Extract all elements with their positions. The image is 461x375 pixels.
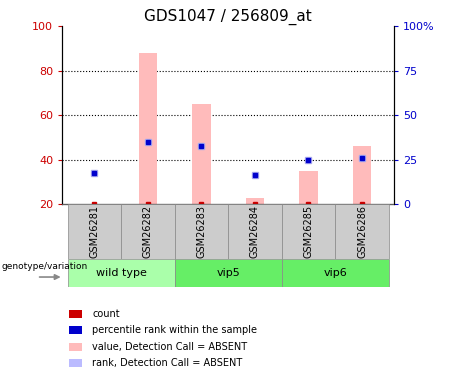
Bar <box>228 204 282 259</box>
Text: rank, Detection Call = ABSENT: rank, Detection Call = ABSENT <box>92 358 242 368</box>
Bar <box>138 53 157 204</box>
Bar <box>68 204 121 259</box>
Bar <box>282 204 335 259</box>
Bar <box>335 204 389 259</box>
Text: vip5: vip5 <box>216 268 240 278</box>
Bar <box>68 259 175 287</box>
Text: GSM26281: GSM26281 <box>89 205 100 258</box>
Text: GSM26284: GSM26284 <box>250 205 260 258</box>
Text: count: count <box>92 309 120 319</box>
Text: genotype/variation: genotype/variation <box>1 262 88 271</box>
Bar <box>282 259 389 287</box>
Text: GSM26285: GSM26285 <box>303 205 313 258</box>
Title: GDS1047 / 256809_at: GDS1047 / 256809_at <box>144 9 312 25</box>
Bar <box>353 147 372 204</box>
Bar <box>69 310 82 318</box>
Text: vip6: vip6 <box>323 268 347 278</box>
Text: value, Detection Call = ABSENT: value, Detection Call = ABSENT <box>92 342 247 352</box>
Bar <box>121 204 175 259</box>
Text: wild type: wild type <box>96 268 147 278</box>
Bar <box>246 198 264 204</box>
Bar <box>175 204 228 259</box>
Bar <box>69 326 82 334</box>
Bar <box>69 359 82 367</box>
Text: GSM26282: GSM26282 <box>143 205 153 258</box>
Text: GSM26286: GSM26286 <box>357 205 367 258</box>
Text: GSM26283: GSM26283 <box>196 205 207 258</box>
Text: percentile rank within the sample: percentile rank within the sample <box>92 325 257 335</box>
Bar <box>192 104 211 204</box>
Bar <box>69 343 82 351</box>
Bar <box>299 171 318 204</box>
Bar <box>175 259 282 287</box>
